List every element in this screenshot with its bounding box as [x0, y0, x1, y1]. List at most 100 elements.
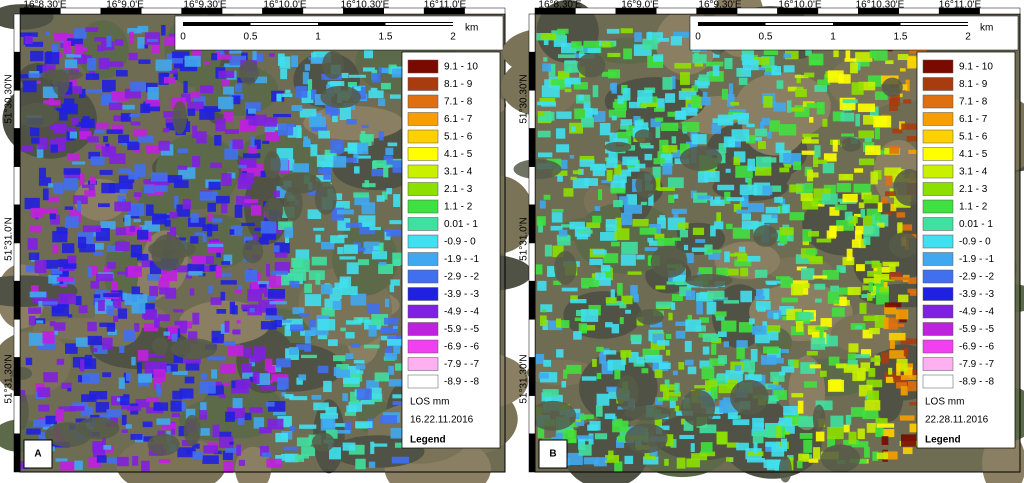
- legend-unit: LOS mm: [410, 397, 449, 408]
- legend-label: 3.1 - 4: [444, 167, 473, 178]
- deformation-pixel: [589, 258, 603, 266]
- deformation-pixel: [77, 236, 87, 249]
- deformation-pixel: [350, 343, 361, 348]
- scale-label: 0: [695, 32, 701, 43]
- deformation-pixel: [231, 95, 241, 105]
- legend-label: 3.1 - 4: [959, 167, 988, 178]
- deformation-pixel: [691, 247, 709, 252]
- deformation-pixel: [277, 377, 289, 389]
- deformation-pixel: [555, 432, 564, 438]
- deformation-pixel: [649, 322, 663, 328]
- deformation-pixel: [59, 108, 68, 121]
- deformation-pixel: [63, 178, 78, 191]
- deformation-pixel: [863, 114, 874, 125]
- deformation-pixel: [174, 320, 183, 326]
- deformation-pixel: [215, 118, 226, 132]
- deformation-pixel: [842, 257, 855, 266]
- deformation-pixel: [318, 130, 330, 139]
- deformation-pixel: [883, 317, 889, 330]
- deformation-pixel: [182, 198, 191, 210]
- deformation-pixel: [624, 455, 634, 465]
- deformation-pixel: [173, 71, 178, 81]
- deformation-pixel: [653, 158, 665, 165]
- deformation-pixel: [658, 362, 671, 370]
- deformation-pixel: [681, 418, 686, 425]
- deformation-pixel: [830, 285, 840, 292]
- legend-swatch: [407, 59, 439, 74]
- deformation-pixel: [607, 52, 621, 58]
- longitude-label: 16°11.0'E: [424, 0, 467, 11]
- deformation-pixel: [115, 241, 130, 251]
- deformation-pixel: [570, 299, 587, 304]
- deformation-pixel: [789, 184, 803, 193]
- legend-label: -5.9 - -5: [444, 324, 479, 335]
- deformation-pixel: [864, 137, 872, 143]
- deformation-pixel: [864, 400, 881, 411]
- deformation-pixel: [858, 158, 875, 166]
- latitude-label: 51°30.30'N: [4, 74, 15, 123]
- deformation-pixel: [784, 164, 792, 168]
- deformation-pixel: [619, 426, 634, 439]
- deformation-pixel: [667, 111, 678, 117]
- deformation-pixel: [132, 252, 138, 258]
- legend-swatch: [407, 94, 439, 109]
- deformation-pixel: [133, 128, 147, 137]
- deformation-pixel: [265, 315, 283, 320]
- deformation-pixel: [815, 198, 824, 204]
- deformation-pixel: [787, 86, 797, 92]
- deformation-pixel: [106, 129, 123, 134]
- deformation-pixel: [316, 154, 334, 168]
- deformation-pixel: [882, 281, 888, 290]
- deformation-pixel: [764, 425, 783, 438]
- border-tick: [528, 280, 536, 320]
- deformation-pixel: [863, 278, 881, 284]
- border-tick: [528, 90, 536, 129]
- gap-patch: [604, 141, 632, 153]
- border-tick: [13, 319, 21, 358]
- deformation-pixel: [596, 457, 607, 461]
- deformation-pixel: [815, 298, 822, 303]
- deformation-pixel: [594, 206, 601, 212]
- deformation-pixel: [606, 300, 624, 306]
- deformation-pixel: [613, 174, 627, 184]
- deformation-pixel: [611, 323, 620, 334]
- deformation-pixel: [64, 216, 79, 229]
- deformation-pixel: [574, 108, 591, 120]
- gap-patch: [616, 374, 639, 411]
- deformation-pixel: [264, 117, 278, 127]
- deformation-pixel: [644, 354, 663, 363]
- deformation-pixel: [28, 252, 40, 260]
- deformation-pixel: [762, 157, 777, 163]
- deformation-pixel: [63, 98, 75, 112]
- deformation-pixel: [73, 54, 87, 65]
- deformation-pixel: [224, 320, 230, 333]
- deformation-pixel: [157, 314, 170, 322]
- legend-label: 8.1 - 9: [444, 79, 473, 90]
- deformation-pixel: [147, 352, 165, 358]
- deformation-pixel: [626, 194, 638, 206]
- deformation-pixel: [724, 58, 733, 70]
- deformation-pixel: [359, 134, 374, 142]
- deformation-pixel: [684, 359, 694, 366]
- deformation-pixel: [267, 418, 284, 430]
- deformation-pixel: [350, 293, 367, 306]
- deformation-pixel: [557, 320, 570, 329]
- deformation-pixel: [844, 211, 853, 221]
- deformation-pixel: [723, 136, 735, 148]
- deformation-pixel: [389, 94, 401, 99]
- deformation-pixel: [31, 285, 39, 298]
- deformation-pixel: [647, 31, 653, 41]
- deformation-pixel: [242, 153, 261, 159]
- deformation-pixel: [752, 431, 764, 444]
- deformation-pixel: [115, 70, 128, 77]
- deformation-pixel: [909, 402, 923, 406]
- gap-patch: [238, 59, 259, 85]
- deformation-pixel: [851, 441, 869, 448]
- deformation-pixel: [828, 356, 840, 366]
- legend-swatch: [922, 147, 954, 161]
- deformation-pixel: [808, 458, 819, 463]
- deformation-pixel: [117, 195, 126, 208]
- scale-label: 1.5: [379, 32, 393, 43]
- deformation-pixel: [107, 61, 124, 67]
- deformation-pixel: [614, 164, 622, 175]
